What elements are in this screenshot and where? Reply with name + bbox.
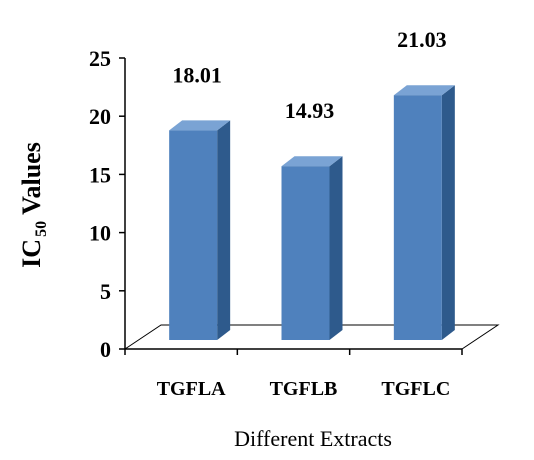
bar-side — [329, 156, 343, 340]
y-axis-title-main: IC — [17, 239, 46, 268]
bar-group — [393, 85, 455, 340]
data-label: 21.03 — [397, 27, 447, 52]
y-axis-title-subscript: 50 — [33, 221, 50, 237]
x-tick-label: TGFLB — [270, 378, 338, 400]
x-axis-title: Different Extracts — [234, 426, 392, 451]
bar — [281, 166, 330, 340]
y-tick-label: 10 — [89, 221, 111, 246]
x-tick-label: TGFLC — [381, 378, 450, 400]
bar-side — [217, 120, 231, 340]
bar-top — [281, 156, 343, 167]
bar-side — [441, 85, 455, 340]
bar-group — [169, 120, 231, 340]
y-tick-label: 15 — [89, 162, 111, 187]
bar-top — [169, 120, 231, 131]
data-label: 14.93 — [285, 98, 335, 123]
data-label: 18.01 — [172, 62, 222, 87]
bar — [169, 130, 218, 340]
bar-top — [393, 85, 455, 96]
y-axis-title-rest: Values — [17, 142, 46, 221]
y-axis-title: IC 50 Values — [17, 142, 50, 268]
bar-group — [281, 156, 343, 340]
y-tick-label: 5 — [100, 279, 111, 304]
y-tick-label: 25 — [89, 46, 111, 71]
y-tick-label: 20 — [89, 104, 111, 129]
y-tick-label: 0 — [100, 337, 111, 362]
x-tick-label: TGFLA — [157, 378, 226, 400]
bar — [393, 95, 442, 340]
